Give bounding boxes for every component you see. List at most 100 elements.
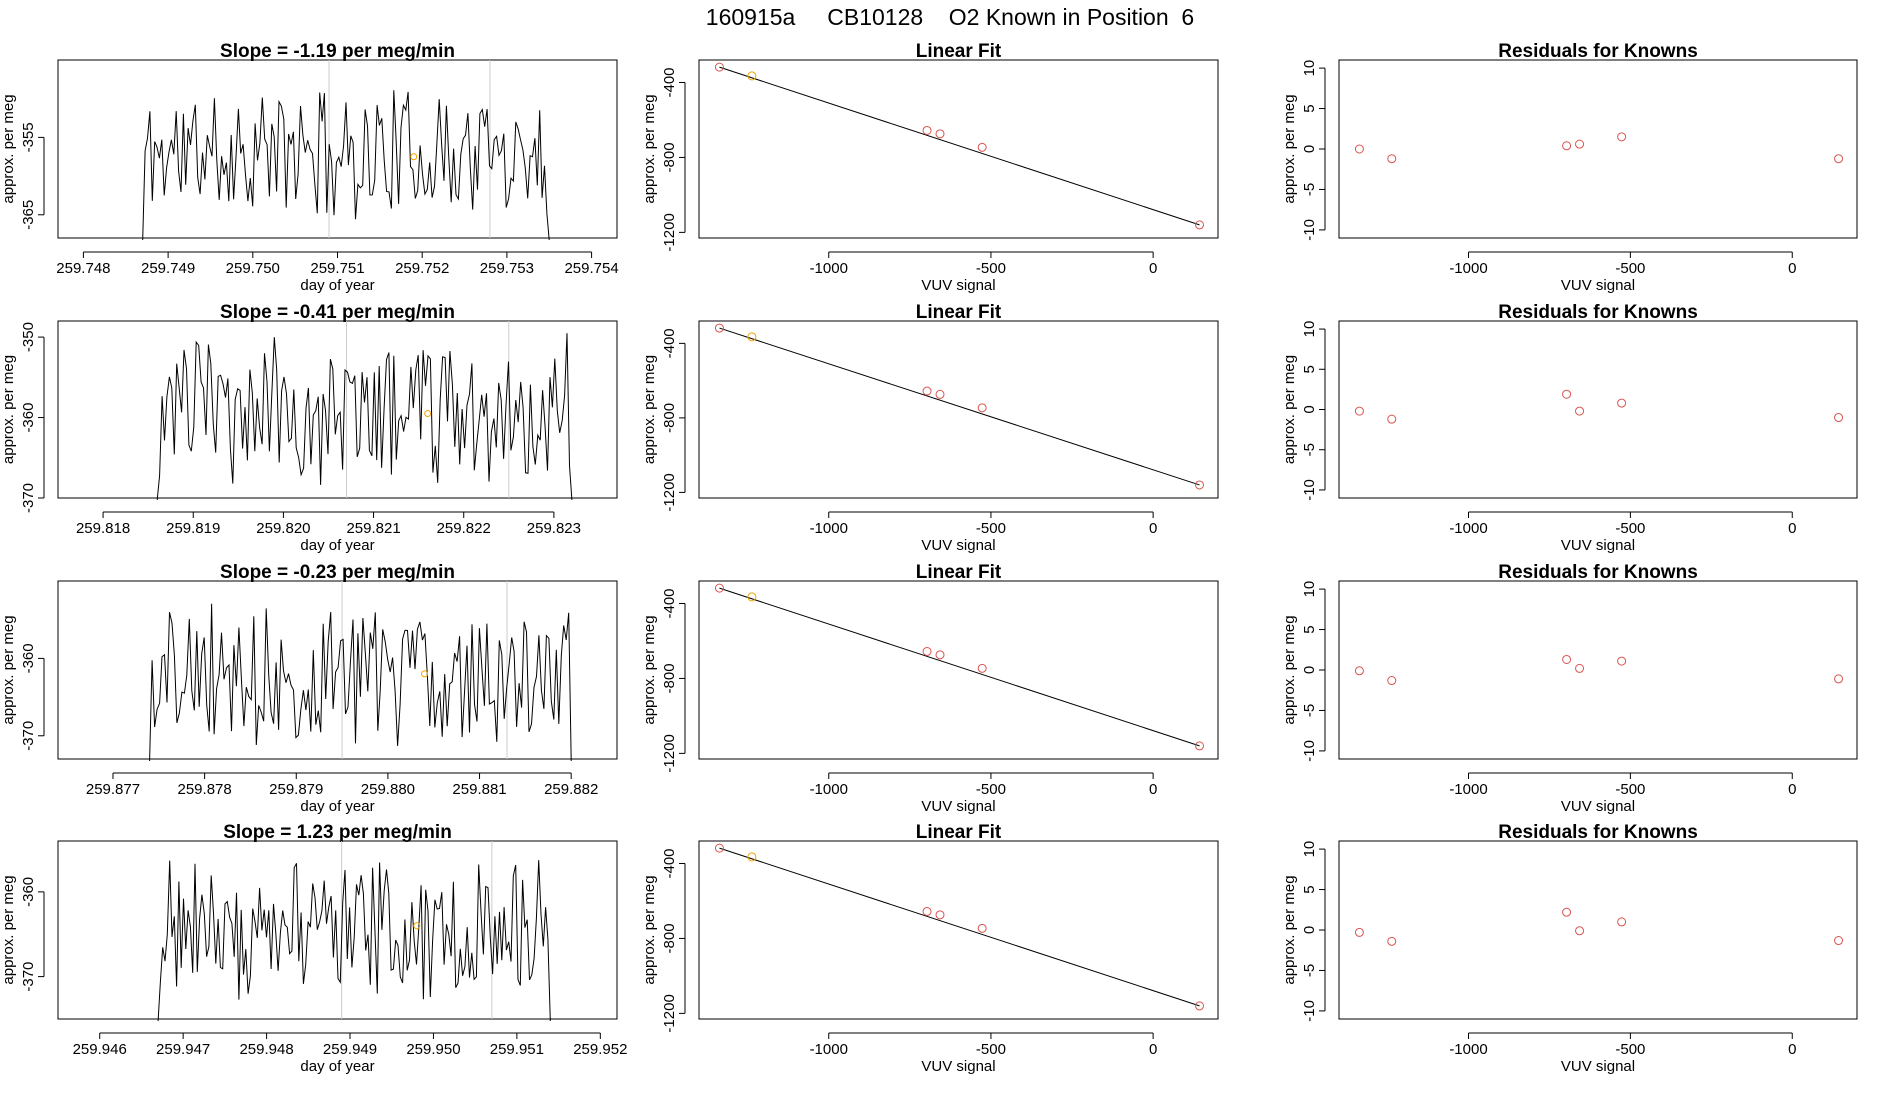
- x-tick-label: 259.749: [141, 260, 195, 277]
- y-tick-label: -1200: [661, 213, 678, 251]
- row3-linearfit-panel: Linear Fit -1000 -500 0 VUV signal -1200 -800 -…: [641, 562, 1219, 815]
- x-tick-label: 259.822: [437, 520, 491, 537]
- x-tick-label: 0: [1788, 781, 1796, 798]
- panel-title: Residuals for Knowns: [1498, 822, 1698, 843]
- data-point: [1562, 389, 1572, 399]
- x-tick-label: 0: [1788, 260, 1796, 277]
- x-tick-label: 259.877: [86, 781, 140, 798]
- fit-line: [719, 327, 1200, 486]
- y-tick-label: -350: [20, 322, 37, 352]
- x-tick-label: 259.952: [573, 1041, 627, 1058]
- mean-marker: [421, 670, 429, 678]
- x-tick-label: 259.949: [323, 1041, 377, 1058]
- plot-frame: [1338, 320, 1858, 499]
- signal-trace: [156, 333, 573, 501]
- x-axis-label: VUV signal: [921, 537, 995, 554]
- y-tick-label: -800: [661, 142, 678, 172]
- y-tick-label: -360: [20, 403, 37, 433]
- panel-title: Linear Fit: [916, 822, 1002, 843]
- data-point: [1834, 413, 1844, 423]
- x-tick-label: 0: [1788, 1041, 1796, 1058]
- y-axis-label: approx. per meg: [1281, 355, 1298, 464]
- y-tick-label: -400: [661, 848, 678, 878]
- y-axis-label: approx. per meg: [1281, 615, 1298, 724]
- x-tick-label: 259.748: [56, 260, 110, 277]
- row3-timeseries-panel: Slope = -0.23 per meg/min 259.877 259.878 2…: [0, 562, 618, 815]
- y-tick-label: 0: [1301, 145, 1318, 153]
- signal-trace: [149, 603, 572, 762]
- y-tick-label: -5: [1301, 704, 1318, 717]
- panel-title: Slope = -0.23 per meg/min: [220, 562, 455, 583]
- x-axis-label: VUV signal: [1561, 537, 1635, 554]
- data-point: [1354, 666, 1364, 676]
- row4-linearfit-panel: Linear Fit -1000 -500 0 VUV signal -1200 -800 -…: [641, 822, 1219, 1075]
- data-point: [935, 910, 945, 920]
- x-tick-label: -500: [1615, 260, 1645, 277]
- panel-title: Linear Fit: [916, 41, 1002, 62]
- row1-timeseries-panel: Slope = -1.19 per meg/min 259.748 259.749 2…: [0, 41, 619, 294]
- page-title: 160915a CB10128 O2 Known in Position 6: [705, 4, 1195, 30]
- y-tick-label: -10: [1301, 219, 1318, 241]
- x-tick-label: 259.752: [395, 260, 449, 277]
- data-point: [1834, 154, 1844, 164]
- fit-line: [719, 587, 1200, 747]
- data-point: [922, 906, 932, 916]
- data-point: [1617, 656, 1627, 666]
- x-tick-label: -500: [1615, 520, 1645, 537]
- plot-frame: [57, 320, 618, 499]
- x-tick-label: -500: [976, 260, 1006, 277]
- x-axis-label: day of year: [300, 277, 374, 294]
- y-axis-label: approx. per meg: [641, 355, 658, 464]
- row1-linearfit-panel: Linear Fit -1000 -500 0 VUV signal -1200 -800 -…: [641, 41, 1219, 294]
- plot-frame: [1338, 59, 1858, 239]
- y-axis-label: approx. per meg: [0, 94, 17, 203]
- data-point: [1562, 141, 1572, 151]
- y-tick-label: -400: [661, 588, 678, 618]
- data-point: [1617, 917, 1627, 927]
- plot-frame: [698, 59, 1219, 239]
- x-tick-label: -1000: [1449, 520, 1487, 537]
- plot-frame: [698, 840, 1219, 1020]
- fit-line: [719, 847, 1200, 1007]
- x-tick-label: 259.946: [73, 1041, 127, 1058]
- panel-title: Linear Fit: [916, 302, 1002, 323]
- y-tick-label: 5: [1301, 365, 1318, 373]
- x-tick-label: 259.750: [226, 260, 280, 277]
- x-tick-label: 259.880: [361, 781, 415, 798]
- data-point: [977, 923, 987, 933]
- x-tick-label: 259.754: [564, 260, 618, 277]
- x-tick-label: 259.823: [527, 520, 581, 537]
- x-tick-label: 259.753: [480, 260, 534, 277]
- data-point: [747, 332, 757, 342]
- y-tick-label: -10: [1301, 1000, 1318, 1022]
- signal-trace: [142, 90, 550, 241]
- y-tick-label: -10: [1301, 479, 1318, 501]
- data-point: [1575, 663, 1585, 673]
- y-axis-label: approx. per meg: [641, 875, 658, 984]
- plot-frame: [698, 580, 1219, 760]
- y-tick-label: -370: [20, 721, 37, 751]
- y-tick-label: -360: [20, 877, 37, 907]
- y-axis-label: approx. per meg: [1281, 875, 1298, 984]
- data-point: [1834, 936, 1844, 946]
- data-point: [1562, 907, 1572, 917]
- y-tick-label: -10: [1301, 740, 1318, 762]
- x-tick-label: 259.819: [166, 520, 220, 537]
- x-tick-label: 259.881: [452, 781, 506, 798]
- x-tick-label: -1000: [1449, 260, 1487, 277]
- x-tick-label: 259.821: [346, 520, 400, 537]
- x-tick-label: 259.882: [544, 781, 598, 798]
- y-tick-label: 10: [1301, 841, 1318, 858]
- data-point: [714, 843, 724, 853]
- y-axis-label: approx. per meg: [0, 875, 17, 984]
- y-tick-label: -400: [661, 328, 678, 358]
- panel-title: Linear Fit: [916, 562, 1002, 583]
- y-tick-label: -365: [20, 200, 37, 230]
- data-point: [935, 650, 945, 660]
- data-point: [1562, 654, 1572, 664]
- data-point: [1575, 926, 1585, 936]
- x-axis-label: VUV signal: [921, 798, 995, 815]
- x-tick-label: 259.878: [178, 781, 232, 798]
- plot-frame: [698, 320, 1219, 499]
- x-tick-label: -1000: [1449, 781, 1487, 798]
